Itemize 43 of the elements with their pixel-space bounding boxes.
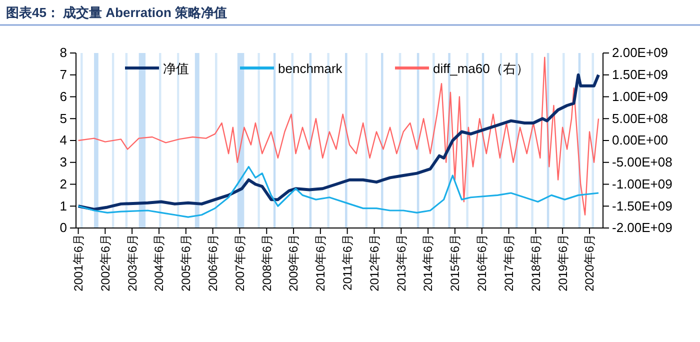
x-tick-label: 2002年6月 [98,234,112,292]
x-tick-label: 2016年6月 [475,234,490,292]
y-tick-label: 2 [60,176,67,192]
x-tick-label: 2012年6月 [367,234,382,292]
x-tick-label: 2011年6月 [340,234,355,290]
x-tick-label: 2003年6月 [125,234,140,292]
line-series [77,166,600,218]
y2-tick-label: 5.00E+08 [612,110,668,126]
x-tick-label: 2001年6月 [71,234,86,292]
x-tick-label: 2004年6月 [152,234,166,292]
x-tick-label: 2008年6月 [260,234,274,292]
legend-label: benchmark [278,61,343,76]
y2-tick-label: -5.00E+08 [612,154,672,170]
y2-tick-label: 0.00E+00 [612,132,668,148]
y2-tick-label: 1.50E+09 [612,67,668,82]
y-tick-label: 7 [60,67,67,82]
y-tick-label: 8 [60,45,67,60]
x-tick-label: 2010年6月 [314,234,328,292]
y2-tick-label: -1.00E+09 [612,176,672,192]
y-tick-label: 5 [60,110,67,126]
x-tick-label: 2015年6月 [448,234,462,292]
x-tick-label: 2018年6月 [528,234,543,292]
y2-tick-label: -2.00E+09 [612,220,672,236]
x-tick-label: 2017年6月 [502,234,516,292]
x-tick-label: 2013年6月 [394,234,408,292]
chart-title: 图表45： 成交量 Aberration 策略净值 [6,5,228,20]
y-tick-label: 4 [60,132,67,148]
legend-label: 净值 [163,61,189,76]
y-tick-label: 6 [60,88,67,104]
y2-tick-label: 1.00E+09 [612,88,668,104]
y2-tick-label: -1.50E+09 [612,198,672,214]
y-tick-label: 0 [60,220,67,236]
x-tick-label: 2005年6月 [179,234,194,292]
y-tick-label: 1 [60,198,67,214]
y-tick-label: 3 [60,154,67,170]
legend-label: diff_ma60（右） [433,61,529,76]
x-tick-label: 2014年6月 [421,234,436,292]
y2-tick-label: 2.00E+09 [612,45,668,60]
x-tick-label: 2007年6月 [232,234,247,292]
x-tick-label: 2020年6月 [582,234,597,292]
x-tick-label: 2019年6月 [556,234,570,292]
x-tick-label: 2006年6月 [206,234,220,292]
x-tick-label: 2009年6月 [286,234,301,292]
